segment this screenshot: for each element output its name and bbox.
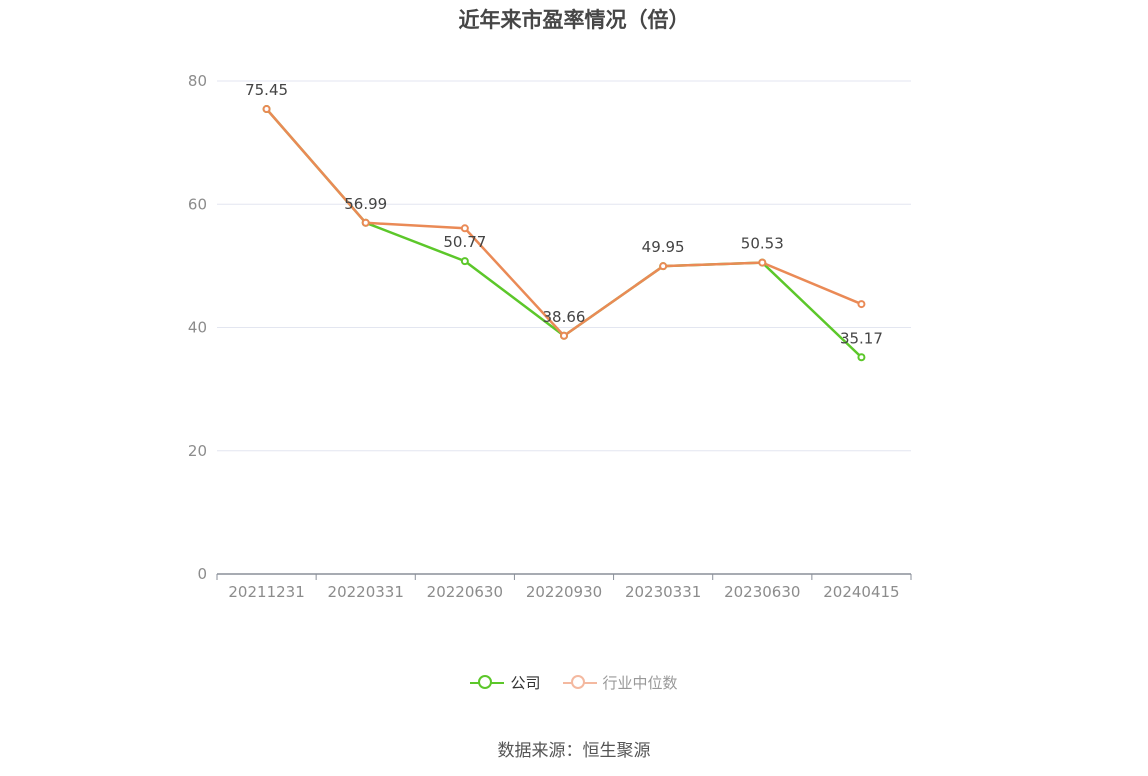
legend-industry-label: 行业中位数 [602,674,678,692]
data-label: 56.99 [344,195,387,213]
industry-data-point [361,218,370,227]
data-source-note: 数据来源：恒生聚源 [497,741,651,761]
x-tick-label: 20220331 [328,583,404,601]
data-label: 38.66 [543,308,586,326]
y-tick-label: 40 [188,319,207,337]
x-tick-label: 20220630 [427,583,503,601]
company-data-point [460,257,469,266]
industry-data-point [460,224,469,233]
legend-company-marker [470,673,505,693]
x-tick-label: 20211231 [228,583,304,601]
data-label: 50.77 [443,233,486,251]
industry-data-point [857,300,866,309]
company-data-point [857,353,866,362]
x-tick-label: 20230331 [625,583,701,601]
industry-data-point [560,331,568,340]
y-tick-label: 80 [188,72,207,90]
industry-data-point [659,262,668,271]
chart-title: 近年来市盈率情况（倍） [458,8,690,32]
industry-data-point [262,105,271,114]
y-tick-label: 60 [188,195,207,213]
y-tick-label: 20 [188,442,207,460]
data-label: 75.45 [245,81,288,99]
data-label: 49.95 [642,238,685,256]
industry-series-line [265,108,862,338]
x-tick-label: 20220930 [526,583,602,601]
industry-data-point [758,258,767,267]
chart-legend: 公司 行业中位数 [0,672,1148,693]
pe-ratio-line-chart: 0 20 40 60 80 20211231 20220331 20220630 2022093… [188,72,912,601]
y-tick-label: 0 [197,565,207,583]
legend-item-industry[interactable]: 行业中位数 [562,672,678,693]
data-label: 50.53 [741,235,784,253]
data-label: 35.17 [840,329,883,347]
legend-industry-marker [562,673,597,693]
x-tick-label: 20230630 [724,583,800,601]
x-tick-label: 20240415 [823,583,899,601]
legend-item-company[interactable]: 公司 [470,672,541,693]
legend-company-label: 公司 [510,674,541,692]
